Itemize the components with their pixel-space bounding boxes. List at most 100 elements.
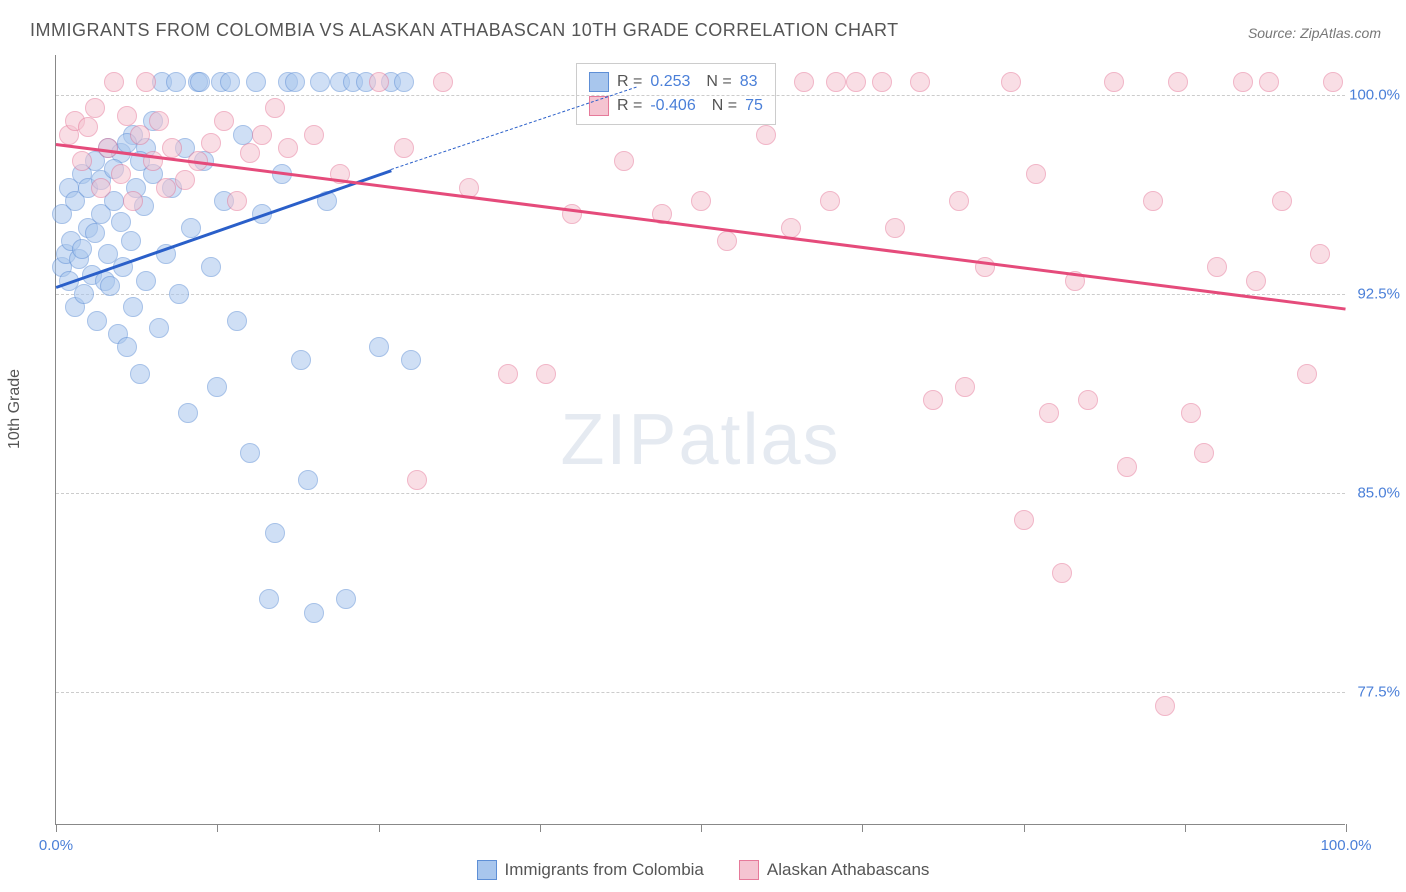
data-point — [794, 72, 814, 92]
legend-r-value-1: 0.253 — [650, 73, 690, 91]
data-point — [162, 138, 182, 158]
legend-label: Immigrants from Colombia — [505, 860, 704, 880]
data-point — [691, 191, 711, 211]
data-point — [278, 138, 298, 158]
data-point — [111, 212, 131, 232]
legend-r-value-2: -0.406 — [650, 97, 695, 115]
x-tick-label: 0.0% — [39, 837, 73, 854]
data-point — [166, 72, 186, 92]
data-point — [111, 164, 131, 184]
data-point — [304, 125, 324, 145]
data-point — [910, 72, 930, 92]
data-point — [1207, 257, 1227, 277]
x-tick — [379, 824, 380, 832]
data-point — [169, 284, 189, 304]
data-point — [1001, 72, 1021, 92]
gridline — [56, 493, 1345, 494]
data-point — [85, 98, 105, 118]
data-point — [156, 178, 176, 198]
legend-swatch-1 — [589, 72, 609, 92]
data-point — [85, 223, 105, 243]
data-point — [265, 523, 285, 543]
data-point — [336, 589, 356, 609]
data-point — [123, 191, 143, 211]
source-attribution: Source: ZipAtlas.com — [1248, 25, 1381, 41]
x-tick — [56, 824, 57, 832]
bottom-legend-item: Alaskan Athabascans — [739, 860, 930, 880]
data-point — [310, 72, 330, 92]
data-point — [136, 72, 156, 92]
gridline — [56, 294, 1345, 295]
data-point — [872, 72, 892, 92]
x-tick — [701, 824, 702, 832]
data-point — [1117, 457, 1137, 477]
data-point — [401, 350, 421, 370]
legend-n-label: N = — [712, 97, 737, 115]
data-point — [433, 72, 453, 92]
x-tick — [862, 824, 863, 832]
data-point — [949, 191, 969, 211]
y-tick-label: 100.0% — [1349, 86, 1400, 103]
x-tick — [1346, 824, 1347, 832]
data-point — [285, 72, 305, 92]
x-tick — [1024, 824, 1025, 832]
legend-n-value-2: 75 — [745, 97, 763, 115]
data-point — [207, 377, 227, 397]
data-point — [246, 72, 266, 92]
data-point — [104, 72, 124, 92]
data-point — [1039, 403, 1059, 423]
data-point — [1272, 191, 1292, 211]
data-point — [614, 151, 634, 171]
data-point — [1246, 271, 1266, 291]
data-point — [846, 72, 866, 92]
data-point — [100, 276, 120, 296]
data-point — [175, 170, 195, 190]
data-point — [1194, 443, 1214, 463]
data-point — [1155, 696, 1175, 716]
data-point — [240, 443, 260, 463]
legend-n-label: N = — [706, 73, 731, 91]
data-point — [117, 106, 137, 126]
data-point — [394, 72, 414, 92]
legend-swatch — [739, 860, 759, 880]
data-point — [227, 311, 247, 331]
bottom-legend-item: Immigrants from Colombia — [477, 860, 704, 880]
data-point — [955, 377, 975, 397]
data-point — [259, 589, 279, 609]
data-point — [923, 390, 943, 410]
data-point — [74, 284, 94, 304]
bottom-legend: Immigrants from Colombia Alaskan Athabasc… — [0, 860, 1406, 880]
legend-row-series-1: R = 0.253 N = 83 — [589, 70, 763, 94]
legend-row-series-2: R = -0.406 N = 75 — [589, 94, 763, 118]
data-point — [536, 364, 556, 384]
x-tick-label: 100.0% — [1321, 837, 1372, 854]
data-point — [149, 318, 169, 338]
y-tick-label: 77.5% — [1357, 684, 1400, 701]
data-point — [130, 125, 150, 145]
data-point — [121, 231, 141, 251]
data-point — [240, 143, 260, 163]
data-point — [1233, 72, 1253, 92]
data-point — [214, 111, 234, 131]
legend-r-label: R = — [617, 97, 642, 115]
data-point — [298, 470, 318, 490]
data-point — [781, 218, 801, 238]
y-axis-label: 10th Grade — [6, 369, 24, 449]
data-point — [1168, 72, 1188, 92]
data-point — [201, 257, 221, 277]
data-point — [498, 364, 518, 384]
data-point — [72, 239, 92, 259]
data-point — [407, 470, 427, 490]
data-point — [220, 72, 240, 92]
x-tick — [540, 824, 541, 832]
data-point — [1104, 72, 1124, 92]
data-point — [1078, 390, 1098, 410]
data-point — [369, 337, 389, 357]
data-point — [252, 125, 272, 145]
data-point — [130, 364, 150, 384]
data-point — [190, 72, 210, 92]
data-point — [1143, 191, 1163, 211]
data-point — [885, 218, 905, 238]
x-tick — [217, 824, 218, 832]
data-point — [394, 138, 414, 158]
